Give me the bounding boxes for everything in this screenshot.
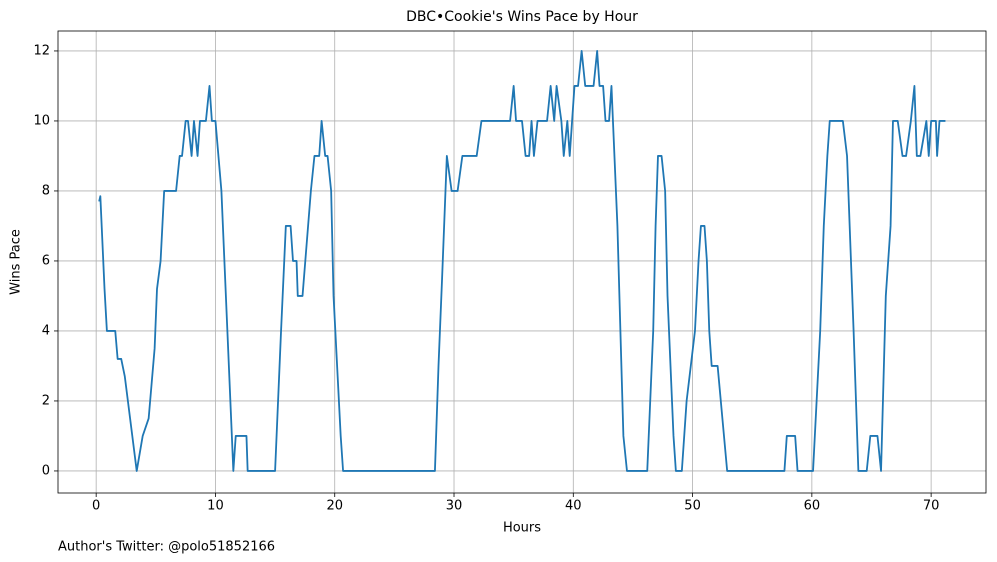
x-tick-label: 70 xyxy=(923,499,940,514)
y-tick-label: 10 xyxy=(33,113,50,128)
y-tick-label: 2 xyxy=(42,393,50,408)
x-axis-label: Hours xyxy=(503,521,541,536)
y-tick-label: 8 xyxy=(42,183,50,198)
x-tick-label: 0 xyxy=(92,499,100,514)
axes-frame xyxy=(57,30,987,494)
y-tick-label: 6 xyxy=(42,253,50,268)
x-tick-label: 50 xyxy=(684,499,701,514)
x-tick-label: 40 xyxy=(565,499,582,514)
footnote: Author's Twitter: @polo51852166 xyxy=(58,540,275,555)
chart-title: DBC•Cookie's Wins Pace by Hour xyxy=(406,9,638,25)
y-tick-label: 0 xyxy=(42,463,50,478)
data-line xyxy=(98,50,946,472)
x-tick-label: 30 xyxy=(446,499,463,514)
x-tick-label: 20 xyxy=(326,499,343,514)
x-tick-label: 60 xyxy=(804,499,821,514)
y-axis-label: Wins Pace xyxy=(9,229,24,295)
x-tick-label: 10 xyxy=(207,499,224,514)
y-tick-label: 4 xyxy=(42,323,50,338)
y-tick-label: 12 xyxy=(33,43,50,58)
